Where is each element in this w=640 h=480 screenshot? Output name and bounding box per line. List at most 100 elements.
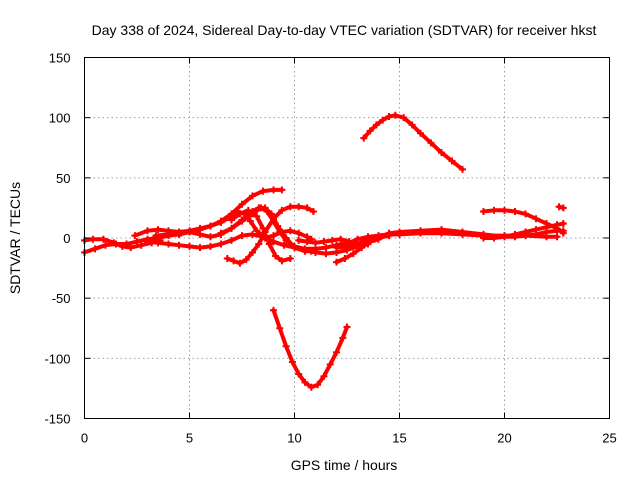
data-point-marker — [337, 235, 345, 243]
data-point-marker — [339, 334, 347, 342]
data-point-marker — [286, 203, 294, 211]
data-point-marker — [270, 238, 277, 246]
data-point-marker — [257, 204, 265, 212]
data-point-marker — [288, 358, 296, 366]
data-point-marker — [328, 236, 336, 244]
data-series-arc-14 — [360, 111, 466, 173]
data-point-marker — [228, 216, 235, 224]
data-point-marker — [154, 226, 162, 234]
data-point-marker — [553, 221, 561, 229]
data-point-marker — [301, 378, 309, 386]
data-point-marker — [282, 342, 290, 350]
data-point-marker — [223, 254, 231, 262]
data-point-marker — [360, 134, 368, 142]
data-point-marker — [364, 233, 372, 241]
data-point-marker — [522, 228, 529, 236]
data-point-marker — [309, 208, 317, 216]
data-point-marker — [278, 257, 286, 265]
data-point-marker — [272, 252, 280, 260]
data-point-marker — [295, 203, 303, 211]
data-point-marker — [263, 208, 271, 216]
data-point-marker — [303, 238, 311, 246]
data-point-marker — [532, 226, 540, 234]
data-point-marker — [372, 121, 380, 129]
data-point-marker — [501, 233, 508, 241]
data-point-marker — [144, 238, 151, 246]
data-point-marker — [511, 208, 519, 216]
data-point-marker — [301, 245, 309, 253]
chart-title: Day 338 of 2024, Sidereal Day-to-day VTE… — [92, 22, 597, 38]
data-point-marker — [165, 230, 172, 238]
data-point-marker — [295, 229, 303, 237]
x-tick-label: 20 — [497, 431, 511, 446]
y-tick-label: 150 — [49, 51, 71, 66]
data-point-marker — [270, 186, 277, 194]
data-point-marker — [532, 215, 540, 223]
series-line — [271, 308, 349, 390]
data-point-marker — [253, 227, 261, 235]
data-point-marker — [217, 218, 225, 226]
data-point-marker — [123, 240, 130, 248]
data-point-marker — [270, 215, 277, 223]
data-point-marker — [343, 323, 351, 331]
data-point-marker — [427, 139, 435, 147]
data-point-marker — [438, 226, 445, 234]
data-point-marker — [322, 244, 330, 252]
data-point-marker — [480, 234, 487, 242]
y-tick-label: -50 — [52, 291, 71, 306]
data-point-marker — [249, 230, 256, 238]
data-point-marker — [553, 233, 561, 241]
data-point-marker — [501, 206, 508, 214]
data-point-marker — [286, 254, 294, 262]
data-point-marker — [417, 129, 424, 137]
data-point-marker — [165, 240, 172, 248]
data-point-marker — [196, 230, 204, 238]
data-point-marker — [259, 187, 267, 195]
x-axis-label: GPS time / hours — [291, 457, 398, 473]
data-point-marker — [207, 233, 214, 241]
data-point-marker — [253, 212, 261, 220]
data-point-marker — [559, 229, 567, 237]
data-point-marker — [259, 224, 267, 232]
data-point-marker — [396, 228, 403, 236]
data-point-marker — [228, 224, 235, 232]
data-point-marker — [354, 235, 361, 243]
y-axis-label: SDTVAR / TECUs — [7, 182, 23, 294]
y-tick-label: 100 — [49, 111, 71, 126]
data-point-marker — [89, 235, 97, 243]
data-point-marker — [236, 210, 244, 218]
data-series-arc-16 — [480, 220, 567, 242]
data-series-arc-9 — [270, 306, 351, 391]
data-point-marker — [207, 222, 214, 230]
data-point-marker — [408, 121, 416, 129]
data-point-marker — [91, 245, 99, 253]
data-point-marker — [480, 208, 487, 216]
data-point-marker — [133, 238, 141, 246]
y-tick-label: -150 — [44, 412, 70, 427]
data-point-marker — [385, 229, 393, 237]
x-tick-label: 10 — [287, 431, 301, 446]
data-point-marker — [286, 227, 294, 235]
data-point-marker — [391, 111, 399, 119]
data-point-marker — [295, 236, 303, 244]
data-point-marker — [490, 234, 498, 242]
data-point-marker — [320, 238, 328, 246]
data-point-marker — [127, 244, 135, 252]
x-tick-label: 5 — [186, 431, 193, 446]
data-point-marker — [282, 236, 290, 244]
y-tick-label: 0 — [63, 231, 70, 246]
data-point-marker — [417, 227, 424, 235]
data-point-marker — [175, 241, 183, 249]
data-point-marker — [307, 383, 315, 391]
data-point-marker — [186, 242, 193, 250]
data-point-marker — [102, 241, 109, 249]
data-point-marker — [249, 192, 256, 200]
data-point-marker — [270, 232, 277, 240]
data-point-marker — [207, 242, 214, 250]
data-point-marker — [559, 220, 567, 228]
data-point-marker — [555, 203, 563, 211]
data-point-marker — [276, 324, 284, 332]
data-point-marker — [349, 250, 357, 258]
data-point-marker — [152, 232, 160, 240]
